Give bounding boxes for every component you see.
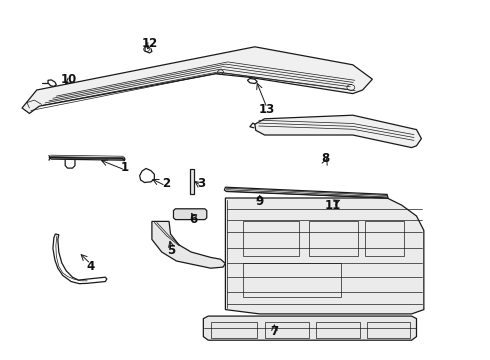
Text: 1: 1 [121,161,129,174]
Bar [265,322,309,338]
Bar [243,263,341,297]
Text: 4: 4 [87,260,95,273]
Polygon shape [49,157,125,160]
Text: 13: 13 [259,103,275,116]
Bar [367,322,410,338]
Text: 2: 2 [163,177,171,190]
Bar [316,322,360,338]
Text: 10: 10 [60,73,77,86]
Bar [243,221,299,256]
Text: 7: 7 [270,325,278,338]
Text: 9: 9 [256,195,264,208]
Text: 11: 11 [325,199,342,212]
Polygon shape [255,115,421,148]
Polygon shape [225,198,424,314]
Polygon shape [152,221,225,268]
Text: 8: 8 [322,152,330,165]
Polygon shape [48,80,56,86]
Bar [309,221,358,256]
Bar [365,221,404,256]
Text: 5: 5 [168,244,175,257]
Bar [211,322,257,338]
Text: 3: 3 [197,177,205,190]
Text: 12: 12 [141,37,158,50]
Text: 6: 6 [190,213,197,226]
Polygon shape [190,169,194,194]
Polygon shape [203,316,416,340]
Polygon shape [22,47,372,113]
Polygon shape [53,234,107,284]
Polygon shape [224,187,388,198]
Polygon shape [140,168,154,183]
Polygon shape [173,209,207,220]
Polygon shape [247,78,257,84]
